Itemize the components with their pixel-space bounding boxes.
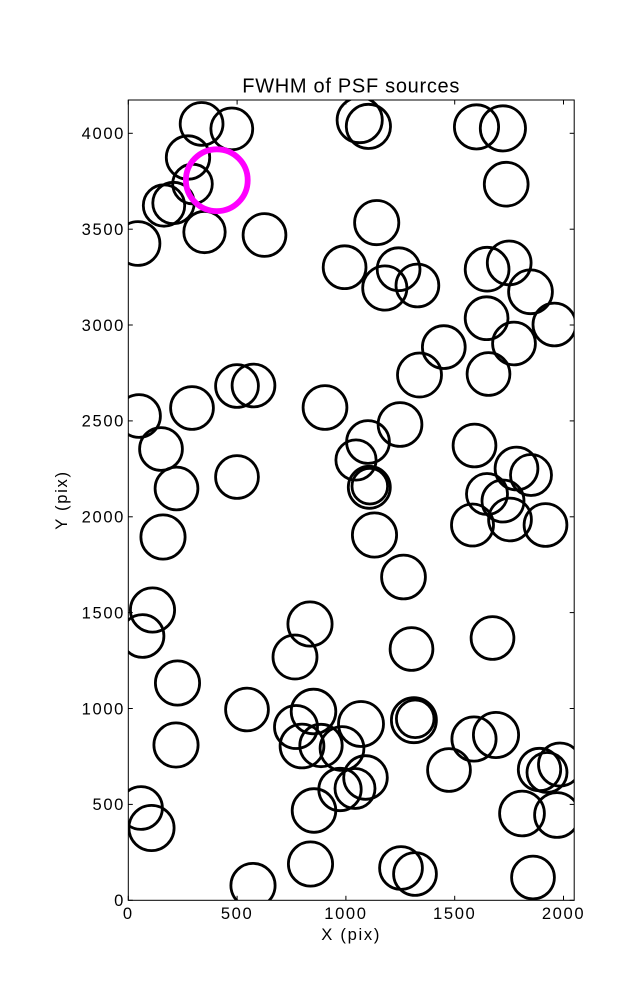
svg-text:4000: 4000 (82, 124, 125, 143)
svg-text:Y (pix): Y (pix) (52, 470, 71, 530)
svg-text:500: 500 (221, 904, 254, 923)
svg-text:3500: 3500 (82, 220, 125, 239)
svg-text:1500: 1500 (82, 603, 125, 622)
svg-text:2000: 2000 (542, 904, 585, 923)
svg-text:0: 0 (123, 904, 134, 923)
svg-text:2000: 2000 (82, 508, 125, 527)
svg-text:1000: 1000 (82, 699, 125, 718)
svg-text:0: 0 (114, 891, 125, 910)
svg-text:X (pix): X (pix) (321, 925, 381, 944)
svg-text:3000: 3000 (82, 316, 125, 335)
svg-text:1500: 1500 (433, 904, 476, 923)
svg-text:FWHM of PSF sources: FWHM of PSF sources (242, 76, 460, 98)
svg-text:1000: 1000 (324, 904, 367, 923)
svg-text:500: 500 (93, 795, 126, 814)
svg-text:2500: 2500 (82, 412, 125, 431)
